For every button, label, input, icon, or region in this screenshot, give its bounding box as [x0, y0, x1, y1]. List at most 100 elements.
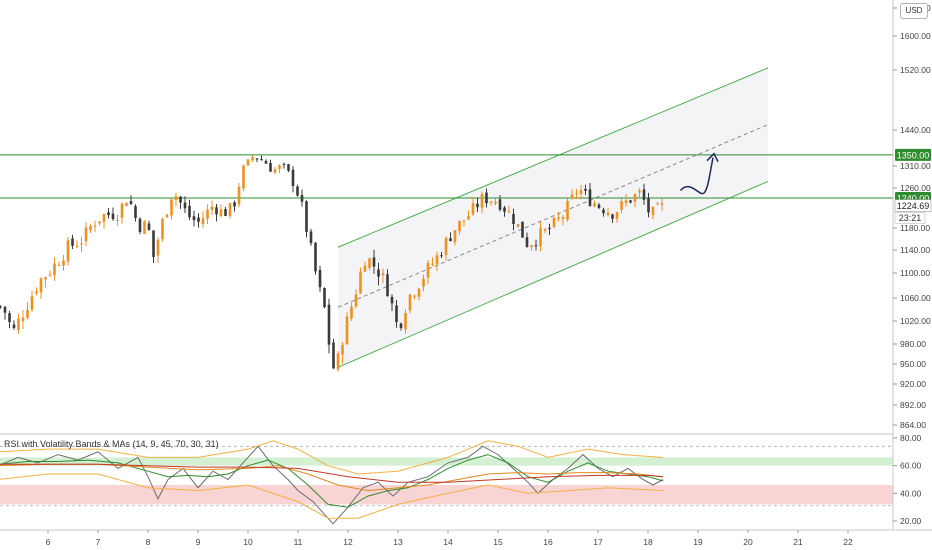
candle — [215, 204, 218, 222]
candle — [359, 267, 362, 295]
rsi-indicator-title[interactable]: RSI with Volatility Bands & MAs (14, 9, … — [4, 439, 219, 449]
rsi-indicator-pane[interactable] — [0, 440, 893, 525]
candle-body — [84, 227, 88, 242]
time-tick-label: 22 — [843, 537, 853, 547]
candle-body — [300, 195, 304, 202]
candle-body — [233, 202, 236, 207]
candle — [206, 204, 209, 225]
candle — [602, 207, 605, 217]
candle-body — [651, 206, 655, 215]
candle-body — [584, 188, 587, 191]
candle-body — [111, 213, 115, 220]
candle-body — [476, 203, 479, 208]
candle-body — [363, 265, 367, 272]
candle — [165, 213, 169, 218]
price-tick-label: 1060.00 — [900, 293, 931, 303]
price-tick-label: 1020.00 — [900, 316, 931, 326]
candle-body — [75, 245, 79, 248]
candle — [597, 202, 601, 210]
candle-body — [156, 239, 160, 256]
price-tick-label: 1440.00 — [900, 125, 931, 135]
candle — [260, 155, 263, 161]
candle-body — [660, 203, 664, 205]
price-tick-label: 1260.00 — [900, 183, 931, 193]
candle-body — [179, 196, 182, 203]
candle — [278, 164, 281, 173]
candle-body — [534, 245, 538, 247]
candle-body — [152, 230, 155, 257]
candle — [350, 302, 353, 321]
time-tick-label: 17 — [593, 537, 603, 547]
candle — [575, 189, 578, 200]
candle-body — [183, 202, 187, 209]
candle-body — [282, 163, 286, 165]
candle — [102, 213, 106, 229]
candle-body — [498, 199, 502, 210]
candle — [323, 287, 326, 309]
candle — [44, 276, 47, 288]
candle-body — [120, 203, 124, 218]
candle-body — [570, 194, 574, 199]
candle-body — [3, 306, 7, 313]
candle-body — [435, 255, 439, 265]
candle — [264, 159, 268, 164]
candle — [404, 309, 407, 334]
time-tick-label: 15 — [493, 537, 503, 547]
candle-body — [588, 189, 592, 206]
candle — [606, 207, 610, 217]
projection-arrow — [679, 157, 714, 195]
candle-body — [543, 229, 547, 231]
candle-body — [449, 238, 452, 241]
candle — [282, 162, 286, 169]
candle — [75, 240, 79, 249]
candle — [507, 205, 511, 213]
candle — [363, 261, 367, 272]
price-tick-label: 1100.00 — [900, 268, 930, 278]
candle — [480, 191, 484, 214]
candle — [579, 184, 583, 200]
candle-body — [224, 209, 227, 216]
candle-body — [138, 218, 142, 232]
candle-body — [633, 194, 637, 202]
candle-body — [134, 206, 137, 219]
candle — [422, 274, 425, 292]
candle-body — [372, 257, 376, 267]
candle — [593, 200, 596, 208]
candle — [467, 210, 470, 220]
candle-body — [390, 296, 394, 304]
candle-body — [264, 160, 268, 164]
candle — [30, 290, 34, 312]
candle-body — [656, 203, 659, 205]
candle — [494, 198, 497, 206]
candle-body — [215, 207, 218, 215]
candle — [413, 294, 416, 300]
price-tick-label: 920.00 — [900, 379, 926, 389]
candle — [296, 184, 299, 197]
currency-button[interactable]: USD — [900, 3, 928, 19]
candle — [192, 210, 196, 227]
price-tick-label: 1600.00 — [900, 31, 931, 41]
candle — [12, 320, 16, 330]
candle-body — [525, 237, 529, 247]
candle-body — [66, 240, 70, 262]
candle — [660, 198, 664, 212]
candle — [462, 220, 466, 227]
candle — [156, 237, 160, 264]
candle — [629, 199, 632, 204]
candle-body — [8, 313, 11, 323]
candle-body — [39, 278, 43, 293]
candle — [57, 261, 61, 267]
rsi-tick-label: 80.00 — [900, 433, 922, 443]
candle-body — [579, 190, 583, 194]
last-price-tag-bg — [894, 199, 932, 212]
candle — [345, 312, 349, 345]
price-pane[interactable] — [0, 67, 893, 435]
candle — [89, 223, 92, 233]
candle-body — [413, 295, 416, 297]
candle-body — [26, 309, 29, 318]
candle — [129, 195, 133, 205]
time-tick-label: 6 — [46, 537, 51, 547]
candle — [269, 159, 272, 172]
candle — [543, 228, 547, 234]
